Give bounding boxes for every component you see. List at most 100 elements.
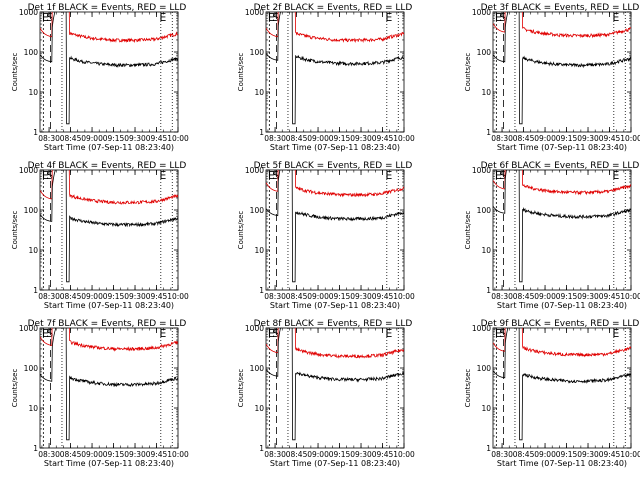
x-tick-label: 08:30 <box>38 450 60 459</box>
events-series-line <box>266 12 404 125</box>
events-series-line <box>493 170 631 283</box>
marker-label: E <box>159 169 166 182</box>
plot-frame <box>39 169 179 291</box>
lld-series-line <box>493 170 631 196</box>
x-axis-label: Start Time (07-Sep-11 08:23:40) <box>44 301 174 310</box>
x-tick-label: 10:00 <box>620 134 640 143</box>
marker-label: S <box>272 169 279 182</box>
x-tick-label: 09:15 <box>329 450 351 459</box>
x-tick-label: 10:00 <box>167 292 189 301</box>
marker-label: S <box>272 11 279 24</box>
y-tick-label: 1000 <box>472 324 491 333</box>
y-tick-label: 1 <box>486 286 491 295</box>
x-tick-label: 09:30 <box>350 134 372 143</box>
x-tick-label: 10:00 <box>393 292 415 301</box>
x-axis-label: Start Time (07-Sep-11 08:23:40) <box>270 301 400 310</box>
x-tick-label: 08:30 <box>491 134 513 143</box>
y-tick-label: 100 <box>24 364 39 373</box>
marker-label: E <box>42 11 49 24</box>
y-axis-label: Counts/sec <box>464 211 472 250</box>
panel-det-9: Det 9f BLACK = Events, RED = LLD 1 10 100 10… <box>464 319 640 468</box>
y-tick-label: 1000 <box>19 166 38 175</box>
y-tick-label: 10 <box>481 246 491 255</box>
events-series-line <box>266 170 404 283</box>
x-tick-label: 10:00 <box>393 134 415 143</box>
x-tick-label: 09:30 <box>577 134 599 143</box>
x-tick-label: 09:30 <box>124 134 146 143</box>
lld-series-line <box>40 328 178 352</box>
marker-label: E <box>385 11 392 24</box>
x-tick-label: 09:15 <box>329 292 351 301</box>
marker-label: E <box>159 327 166 340</box>
panel-det-1: Det 1f BLACK = Events, RED = LLD 1 10 100 10… <box>11 3 189 152</box>
plot-frame <box>265 169 405 291</box>
y-tick-label: 1 <box>486 444 491 453</box>
panel-title: Det 2f BLACK = Events, RED = LLD <box>254 3 413 13</box>
y-tick-label: 100 <box>477 206 492 215</box>
y-tick-label: 1 <box>259 444 264 453</box>
y-tick-label: 10 <box>254 246 264 255</box>
x-tick-label: 09:30 <box>124 292 146 301</box>
x-tick-label: 09:00 <box>81 292 103 301</box>
marker-label: S <box>499 11 506 24</box>
y-tick-label: 1 <box>33 128 38 137</box>
marker-label: E <box>612 327 619 340</box>
x-tick-label: 10:00 <box>620 292 640 301</box>
x-tick-label: 08:45 <box>286 450 308 459</box>
x-tick-label: 10:00 <box>167 134 189 143</box>
plot-frame <box>492 11 632 133</box>
y-tick-label: 10 <box>28 404 38 413</box>
x-tick-label: 09:15 <box>329 134 351 143</box>
marker-label: S <box>499 327 506 340</box>
marker-label: E <box>495 11 502 24</box>
x-tick-label: 09:15 <box>103 292 125 301</box>
panel-det-2: Det 2f BLACK = Events, RED = LLD 1 10 100 10… <box>237 3 415 152</box>
marker-label: S <box>46 11 53 24</box>
x-tick-label: 09:30 <box>577 292 599 301</box>
panel-title: Det 4f BLACK = Events, RED = LLD <box>28 161 187 171</box>
x-tick-label: 10:00 <box>393 450 415 459</box>
x-tick-label: 09:00 <box>307 292 329 301</box>
x-tick-label: 09:15 <box>103 134 125 143</box>
y-tick-label: 1000 <box>472 8 491 17</box>
y-tick-label: 1 <box>33 444 38 453</box>
marker-label: S <box>46 169 53 182</box>
x-tick-label: 09:00 <box>81 134 103 143</box>
x-tick-label: 08:45 <box>513 134 535 143</box>
panel-det-6: Det 6f BLACK = Events, RED = LLD 1 10 100 10… <box>464 161 640 310</box>
y-tick-label: 10 <box>28 88 38 97</box>
marker-label: E <box>268 327 275 340</box>
marker-label: S <box>499 169 506 182</box>
x-tick-label: 08:30 <box>264 134 286 143</box>
marker-label: E <box>495 169 502 182</box>
panel-det-3: Det 3f BLACK = Events, RED = LLD 1 10 100 10… <box>464 3 640 152</box>
panel-det-5: Det 5f BLACK = Events, RED = LLD 1 10 100 10… <box>237 161 415 310</box>
plot-frame <box>39 11 179 133</box>
marker-label: E <box>385 327 392 340</box>
x-axis-label: Start Time (07-Sep-11 08:23:40) <box>270 459 400 468</box>
marker-label: E <box>268 169 275 182</box>
y-axis-label: Counts/sec <box>237 369 245 408</box>
y-axis-label: Counts/sec <box>464 369 472 408</box>
x-tick-label: 08:45 <box>60 292 82 301</box>
x-tick-label: 09:15 <box>556 450 578 459</box>
y-tick-label: 100 <box>250 48 265 57</box>
events-series-line <box>493 12 631 125</box>
events-series-line <box>40 12 178 125</box>
y-tick-label: 100 <box>250 364 265 373</box>
y-tick-label: 10 <box>28 246 38 255</box>
y-axis-label: Counts/sec <box>11 211 19 250</box>
panel-title: Det 7f BLACK = Events, RED = LLD <box>28 319 187 329</box>
x-tick-label: 09:00 <box>534 292 556 301</box>
x-tick-label: 09:45 <box>372 450 394 459</box>
x-tick-label: 08:30 <box>264 292 286 301</box>
x-tick-label: 08:45 <box>60 450 82 459</box>
x-tick-label: 08:45 <box>513 450 535 459</box>
lld-series-line <box>493 12 631 39</box>
events-series-line <box>40 170 178 283</box>
y-axis-label: Counts/sec <box>11 53 19 92</box>
y-tick-label: 100 <box>477 48 492 57</box>
x-tick-label: 09:30 <box>124 450 146 459</box>
panel-title: Det 6f BLACK = Events, RED = LLD <box>481 161 640 171</box>
